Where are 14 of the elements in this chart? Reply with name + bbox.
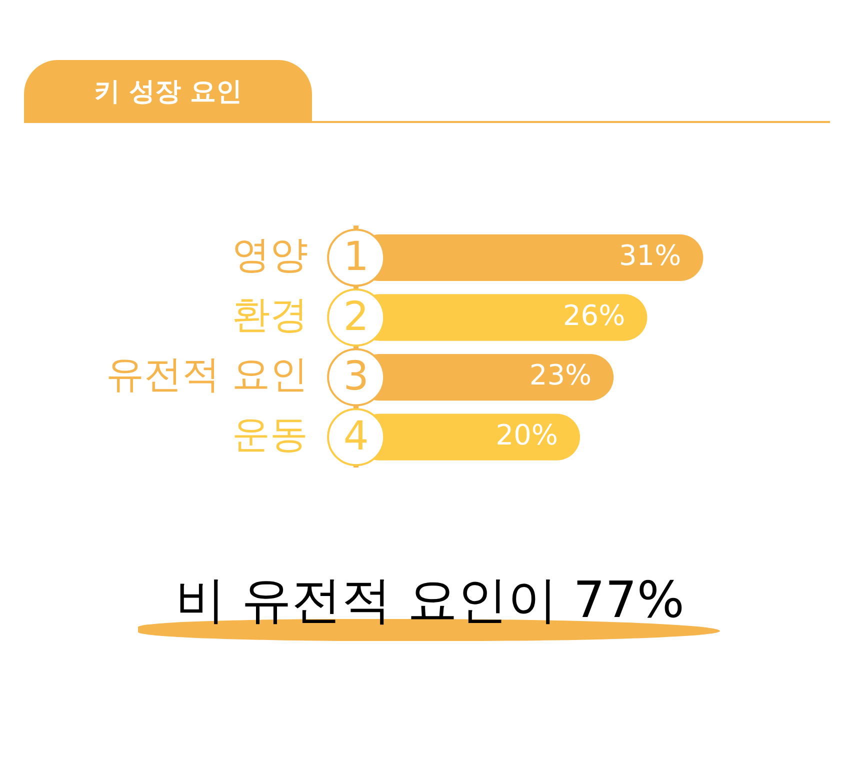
data-label: 23% xyxy=(529,358,592,392)
annotation: 3 xyxy=(343,354,369,400)
y-tick-label: 유전적 요인 xyxy=(106,352,308,396)
data-label: 20% xyxy=(496,418,558,452)
annotation: 1 xyxy=(343,234,369,280)
y-tick-label: 운동 xyxy=(232,412,308,456)
y-tick-label: 영양 xyxy=(232,232,308,277)
chart-title: 키 성장 요인 xyxy=(24,60,312,121)
data-label: 31% xyxy=(618,238,682,272)
data-label: 26% xyxy=(562,298,626,332)
annotation: 2 xyxy=(343,294,369,340)
annotation: 4 xyxy=(343,413,369,460)
text: 비 유전적 요인이 77% xyxy=(176,571,684,629)
y-tick-label: 환경 xyxy=(232,292,308,336)
